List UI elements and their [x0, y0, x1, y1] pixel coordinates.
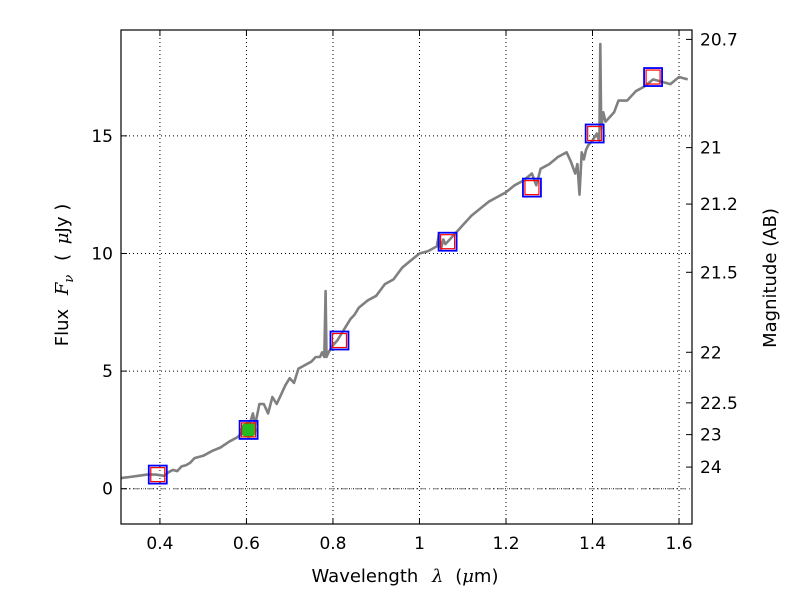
y2-tick-label-3: 21.5	[700, 263, 738, 283]
x-tick-label-5: 1.4	[579, 534, 606, 554]
x-tick-label-3: 1	[414, 534, 425, 554]
marker-observed-box-4	[522, 177, 542, 198]
x-tick-label-4: 1.2	[492, 534, 519, 554]
marker-model-box-1	[241, 422, 257, 438]
marker-model-box-5	[587, 125, 603, 142]
y2-axis-title: Magnitude (AB)	[760, 208, 781, 348]
marker-observed-box-5	[584, 123, 605, 144]
y-tick-label-3: 15	[91, 127, 113, 147]
y2-tick-label-6: 23	[700, 426, 722, 446]
marker-model-box-3	[439, 234, 456, 250]
spectrum-line	[120, 42, 689, 480]
y2-tick-label-1: 21	[700, 139, 722, 159]
y-axis-title-prefix: Flux	[52, 308, 73, 346]
x-tick-label-0: 0.4	[146, 534, 173, 554]
marker-model-box-4	[524, 180, 540, 196]
marker-model-box-2	[331, 332, 348, 349]
y2-tick-label-2: 21.2	[700, 195, 738, 215]
x-axis-title-unit-close: m)	[474, 566, 499, 587]
marker-observed-box-2	[329, 330, 350, 351]
y-tick-label-2: 10	[91, 244, 113, 264]
y2-tick-label-0: 20.7	[700, 30, 738, 50]
marker-model-box-0	[150, 467, 166, 483]
marker-model-box-6	[645, 69, 661, 85]
y-axis-title-symbol: F	[52, 281, 73, 296]
y-axis-title-unit-close: Jy )	[52, 204, 73, 234]
y-tick-label-0: 0	[102, 480, 113, 500]
marker-dot-1	[240, 421, 257, 438]
y-axis-title-subscript: ν	[62, 275, 77, 283]
x-axis-title: Wavelength λ (μm)	[312, 566, 499, 587]
x-axis-title-unit-mu: μ	[462, 566, 474, 587]
y2-axis-ticks: 20.7 21 21.2 21.5 22 22.5 23 24	[686, 30, 738, 478]
plot-frame	[120, 29, 693, 525]
x-tick-label-6: 1.6	[665, 534, 692, 554]
y-axis-title: Flux Fν ( μJy )	[52, 204, 78, 346]
marker-observed-box-3	[437, 231, 458, 252]
x-axis-title-symbol: λ	[431, 566, 443, 587]
x-axis-ticks: 0.4 0.6 0.8 1 1.2 1.4 1.6	[146, 30, 693, 554]
marker-observed-box-6	[643, 67, 663, 87]
x-tick-label-2: 0.8	[319, 534, 346, 554]
y-axis-ticks: 0 5 10 15	[91, 127, 127, 500]
y-axis-title-unit-open: (	[52, 254, 73, 261]
y2-tick-label-5: 22.5	[700, 394, 738, 414]
y-tick-label-1: 5	[102, 362, 113, 382]
y-axis-title-unit-mu: μ	[52, 232, 73, 244]
y2-tick-label-7: 24	[700, 458, 722, 478]
x-tick-label-1: 0.6	[233, 534, 260, 554]
x-axis-title-unit-open: (	[455, 566, 462, 587]
photometry-markers	[147, 67, 663, 485]
marker-observed-box-1	[238, 420, 259, 440]
y2-tick-label-4: 22	[700, 343, 722, 363]
x-axis-title-prefix: Wavelength	[312, 566, 419, 587]
marker-observed-box-0	[147, 464, 168, 485]
